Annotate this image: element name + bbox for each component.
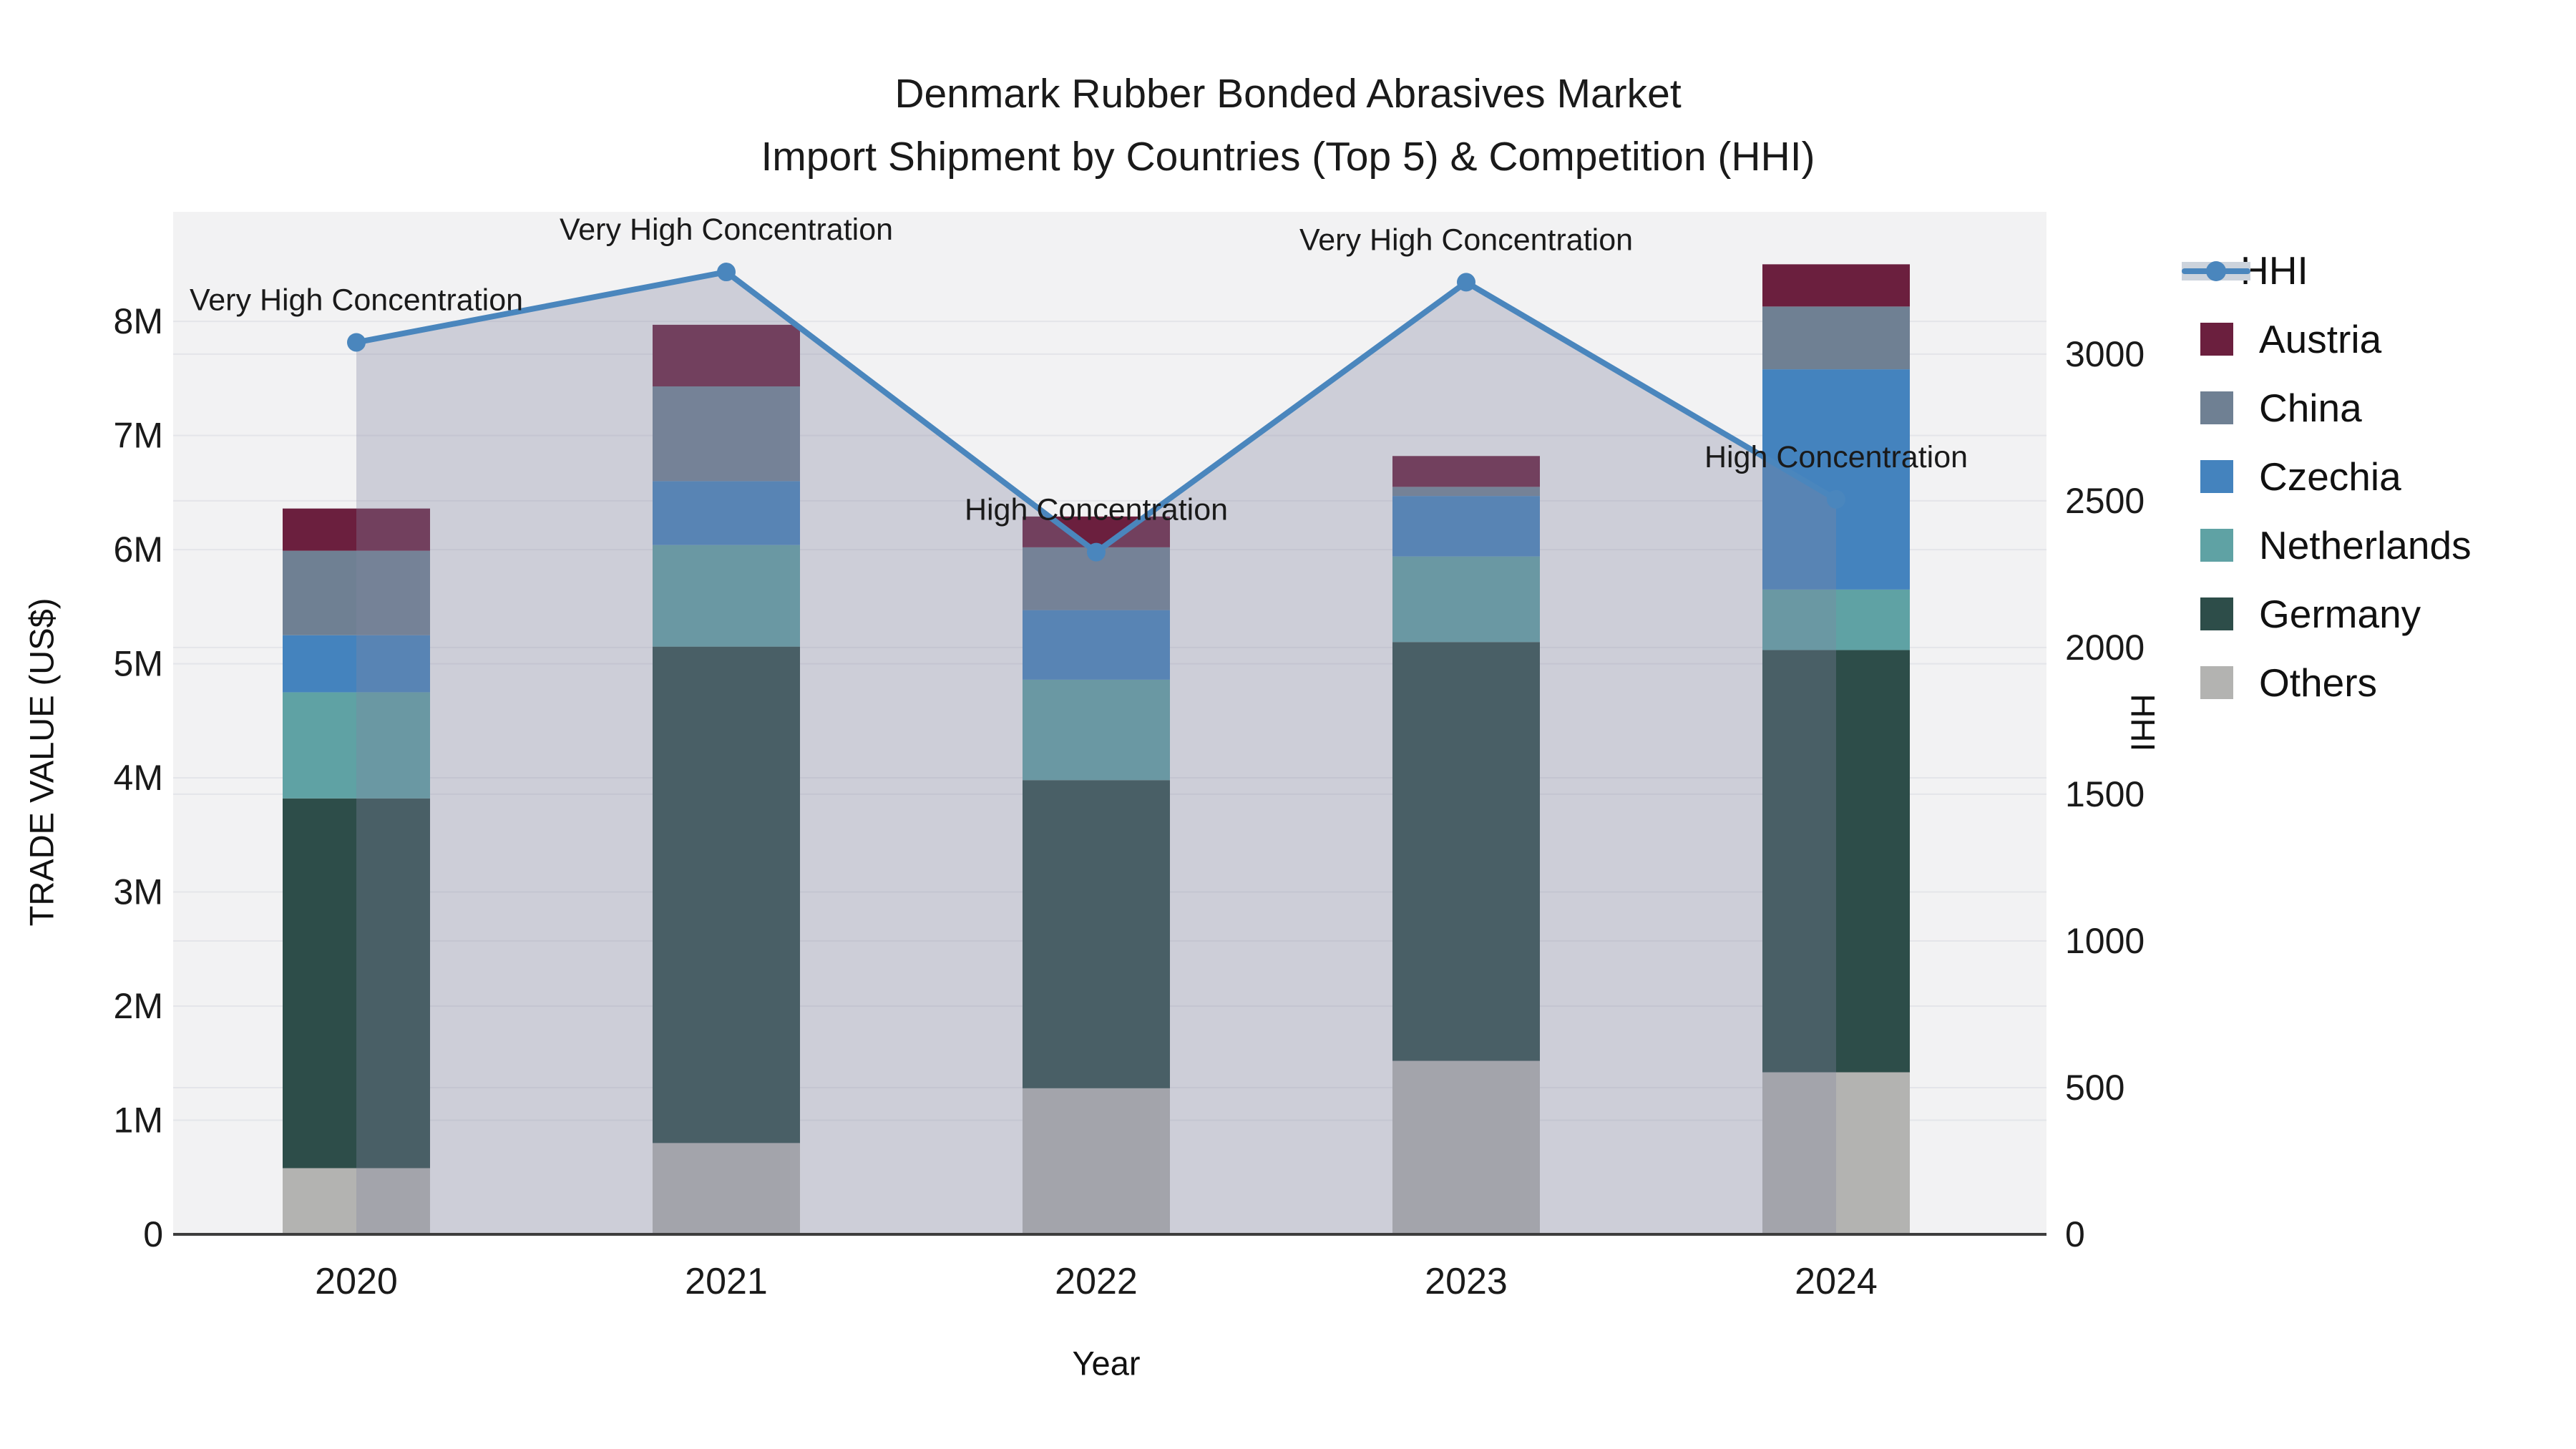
legend-label-netherlands: Netherlands [2259, 523, 2472, 567]
legend-swatch-czechia [2200, 460, 2233, 493]
legend-item-hhi[interactable]: HHI [2182, 236, 2472, 305]
ytick-left-2M: 2M [114, 986, 163, 1026]
chart-subtitle: Import Shipment by Countries (Top 5) & C… [761, 134, 1815, 180]
hhi-point-2022[interactable] [1087, 542, 1106, 562]
bar-segment-2020-netherlands[interactable] [283, 692, 430, 799]
bar-segment-2021-czechia[interactable] [653, 481, 800, 545]
y-axis-title-left: TRADE VALUE (US$) [22, 597, 61, 927]
bar-segment-2021-germany[interactable] [653, 646, 800, 1143]
annotation-2021: Very High Concentration [560, 213, 893, 247]
legend-item-others[interactable]: Others [2200, 648, 2472, 717]
bar-segment-2023-austria[interactable] [1392, 456, 1540, 487]
bar-segment-2020-china[interactable] [283, 550, 430, 635]
legend-item-austria[interactable]: Austria [2200, 305, 2472, 374]
bar-segment-2023-germany[interactable] [1392, 642, 1540, 1061]
bar-segment-2021-netherlands[interactable] [653, 545, 800, 647]
ytick-right-3000: 3000 [2065, 334, 2145, 374]
ytick-left-8M: 8M [114, 301, 163, 341]
ytick-left-1M: 1M [114, 1101, 163, 1141]
ytick-left-5M: 5M [114, 644, 163, 684]
bar-segment-2024-czechia[interactable] [1762, 369, 1910, 590]
legend-item-czechia[interactable]: Czechia [2200, 442, 2472, 511]
legend-label-others: Others [2259, 660, 2378, 705]
ytick-right-0: 0 [2065, 1214, 2085, 1254]
legend: HHI Austria China Czechia Netherlands Germany… [2182, 236, 2472, 717]
hhi-point-2021[interactable] [717, 263, 736, 282]
annotation-2022: High Concentration [965, 493, 1228, 527]
bar-segment-2021-austria[interactable] [653, 324, 800, 387]
hhi-point-2024[interactable] [1827, 489, 1845, 509]
legend-item-netherlands[interactable]: Netherlands [2200, 511, 2472, 580]
annotation-2020: Very High Concentration [190, 283, 523, 317]
bar-segment-2022-others[interactable] [1023, 1088, 1170, 1234]
legend-label-austria: Austria [2259, 317, 2382, 361]
annotation-2023: Very High Concentration [1299, 223, 1633, 257]
bar-segment-2024-germany[interactable] [1762, 650, 1910, 1073]
legend-swatch-netherlands [2200, 529, 2233, 562]
bar-segment-2022-netherlands[interactable] [1023, 679, 1170, 781]
ytick-left-0: 0 [143, 1214, 163, 1254]
hhi-point-2023[interactable] [1457, 273, 1475, 292]
ytick-right-500: 500 [2065, 1068, 2124, 1108]
legend-swatch-others [2200, 666, 2233, 699]
xtick-2022[interactable]: 2022 [1055, 1261, 1138, 1302]
ytick-right-2500: 2500 [2065, 481, 2145, 521]
bar-segment-2021-china[interactable] [653, 386, 800, 482]
bar-segment-2022-austria[interactable] [1023, 516, 1170, 547]
legend-swatch-austria [2200, 323, 2233, 356]
legend-item-germany[interactable]: Germany [2200, 580, 2472, 648]
ytick-left-3M: 3M [114, 872, 163, 912]
legend-item-china[interactable]: China [2200, 374, 2472, 442]
x-axis-title: Year [1072, 1344, 1141, 1382]
bar-segment-2023-netherlands[interactable] [1392, 556, 1540, 643]
bar-segment-2020-germany[interactable] [283, 798, 430, 1169]
bar-segment-2023-others[interactable] [1392, 1060, 1540, 1234]
ytick-right-1000: 1000 [2065, 921, 2145, 961]
ytick-right-2000: 2000 [2065, 628, 2145, 668]
annotation-2024: High Concentration [1704, 440, 1968, 474]
bar-segment-2024-austria[interactable] [1762, 264, 1910, 307]
chart-title: Denmark Rubber Bonded Abrasives Market [894, 71, 1682, 117]
ytick-right-1500: 1500 [2065, 774, 2145, 814]
bar-segment-2022-germany[interactable] [1023, 780, 1170, 1088]
bar-segment-2020-others[interactable] [283, 1168, 430, 1234]
hhi-point-2020[interactable] [347, 333, 366, 352]
xtick-2020[interactable]: 2020 [315, 1261, 398, 1302]
ytick-left-6M: 6M [114, 530, 163, 570]
hhi-line-sample-icon [2182, 254, 2250, 287]
ytick-left-7M: 7M [114, 416, 163, 456]
y-axis-title-right: HHI [2124, 693, 2162, 752]
legend-label-czechia: Czechia [2259, 454, 2401, 499]
xtick-2024[interactable]: 2024 [1795, 1261, 1878, 1302]
ytick-left-4M: 4M [114, 758, 163, 798]
bar-segment-2020-austria[interactable] [283, 508, 430, 551]
legend-swatch-china [2200, 391, 2233, 424]
xtick-2023[interactable]: 2023 [1425, 1261, 1508, 1302]
legend-swatch-germany [2200, 597, 2233, 630]
bar-segment-2024-netherlands[interactable] [1762, 589, 1910, 650]
legend-label-hhi: HHI [2240, 248, 2308, 293]
bar-segment-2022-czechia[interactable] [1023, 610, 1170, 680]
hhi-area-fill [356, 272, 1836, 1234]
bar-segment-2023-czechia[interactable] [1392, 496, 1540, 557]
bar-segment-2024-others[interactable] [1762, 1072, 1910, 1234]
xtick-2021[interactable]: 2021 [685, 1261, 768, 1302]
bar-segment-2024-china[interactable] [1762, 306, 1910, 370]
legend-label-china: China [2259, 386, 2362, 430]
legend-label-germany: Germany [2259, 592, 2421, 636]
bar-segment-2023-china[interactable] [1392, 487, 1540, 497]
bar-segment-2020-czechia[interactable] [283, 635, 430, 693]
bar-segment-2021-others[interactable] [653, 1143, 800, 1234]
